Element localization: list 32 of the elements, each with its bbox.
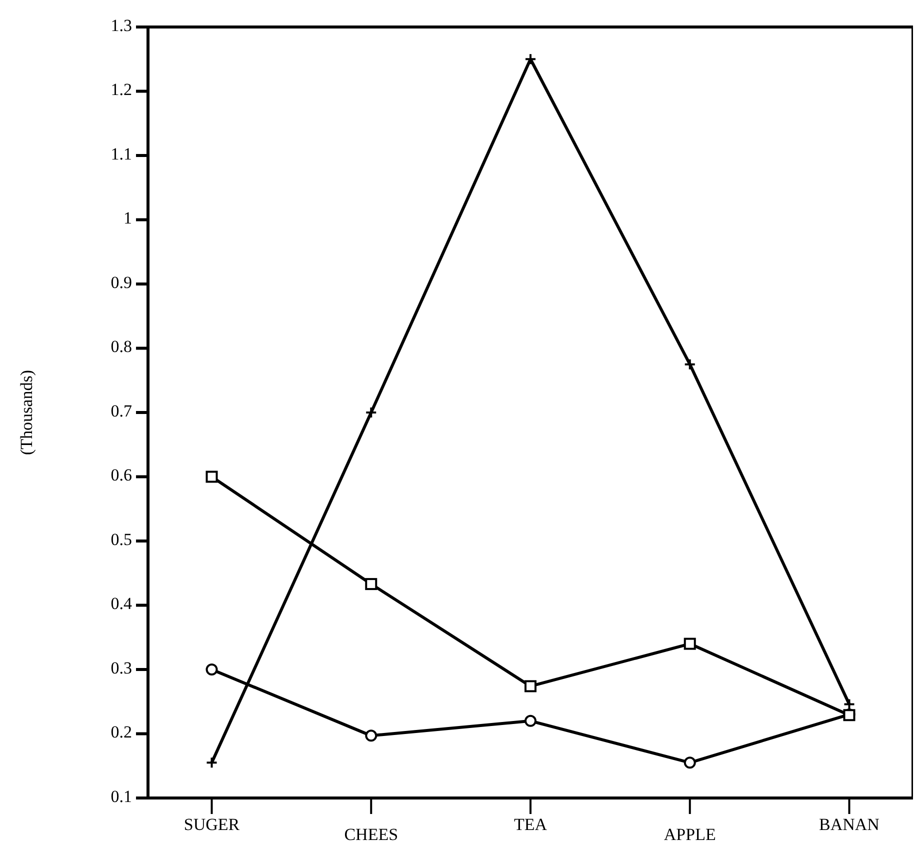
y-tick-label: 0.1 [110,786,132,806]
point [206,470,218,483]
x-tick-label: APPLE [664,825,716,844]
point [365,406,378,418]
y-axis-title: (Thousands) [17,370,36,455]
x-tick-label: CHEES [344,825,398,844]
x-tick-label: SUGER [184,815,240,834]
y-tick-label: 0.8 [110,337,132,356]
point [684,756,696,769]
y-tick-label: 1.1 [110,144,132,164]
point [843,698,856,710]
point [524,680,536,692]
point [684,358,696,370]
point [524,53,536,66]
y-tick-label: 0.7 [110,401,132,420]
y-tick-label: 1.3 [110,16,132,35]
x-tick-label: TEA [514,815,548,834]
y-tick-label: 0.4 [110,594,132,614]
point [365,730,378,742]
point [684,638,696,650]
x-tick-label: BANAN [819,815,880,834]
point [365,578,378,590]
y-tick-label: 1 [124,208,132,228]
y-tick-label: 0.5 [110,530,132,549]
y-tick-label: 0.3 [110,658,132,678]
point [206,756,218,769]
y-tick-label: 0.9 [110,272,132,292]
y-tick-label: 1.2 [110,80,132,100]
y-tick-label: 0.6 [110,466,132,485]
point [206,664,218,676]
y-tick-label: 0.2 [110,722,132,742]
point [524,714,536,727]
